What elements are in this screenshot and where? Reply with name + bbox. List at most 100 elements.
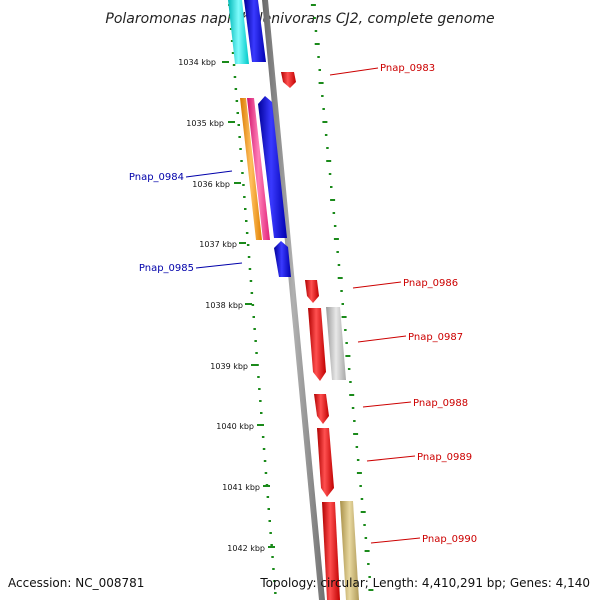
gc-dot — [245, 220, 248, 222]
gc-dot — [255, 352, 258, 354]
gc-dot — [318, 69, 321, 71]
gc-dot — [333, 238, 339, 240]
gene-label-pnap-0989[interactable]: Pnap_0989 — [417, 452, 472, 463]
gc-dot — [242, 184, 245, 186]
gc-dot — [313, 17, 316, 19]
gene-label-pnap-0984[interactable]: Pnap_0984 — [129, 172, 184, 183]
kbp-label: 1034 kbp — [178, 58, 216, 67]
gc-dot — [347, 368, 351, 370]
gene-label-pnap-0990[interactable]: Pnap_0990 — [422, 534, 477, 545]
gc-dot — [341, 316, 347, 318]
gc-dot — [345, 355, 351, 357]
gc-dot — [322, 108, 325, 110]
gene-callouts: Pnap_0983 Pnap_0984 Pnap_0985 Pnap_0986 … — [129, 63, 477, 545]
gc-dot — [337, 277, 343, 279]
gene-pnap-0988 — [314, 394, 329, 424]
kbp-label: 1036 kbp — [192, 180, 230, 189]
gc-dot — [268, 520, 271, 522]
gene-label-pnap-0987[interactable]: Pnap_0987 — [408, 332, 463, 343]
gc-dot — [324, 134, 328, 136]
gc-dot — [328, 173, 332, 175]
kbp-ruler: 1034 kbp 1035 kbp 1036 kbp 1037 kbp 1038… — [178, 58, 275, 553]
gene-orange — [240, 98, 262, 240]
gc-dot — [344, 329, 347, 331]
gc-dot — [364, 537, 368, 539]
gc-dot — [314, 43, 320, 45]
genome-backbone — [262, 0, 325, 600]
gene-label-pnap-0985[interactable]: Pnap_0985 — [139, 263, 194, 274]
kbp-label: 1042 kbp — [227, 544, 265, 553]
gc-dot — [262, 448, 266, 450]
gc-dot — [332, 212, 336, 214]
gene-blue-top — [244, 0, 266, 62]
gc-dot — [326, 147, 329, 149]
gc-dot — [337, 264, 341, 266]
kbp-label: 1038 kbp — [205, 301, 243, 310]
kbp-label: 1039 kbp — [210, 362, 248, 371]
gc-dot — [267, 508, 270, 510]
gc-dotted-track-left — [228, 4, 277, 594]
gene-label-pnap-0983[interactable]: Pnap_0983 — [380, 63, 435, 74]
gc-dot — [248, 268, 252, 270]
gc-dot — [349, 381, 352, 383]
gc-dot — [239, 148, 242, 150]
gc-dot — [269, 532, 272, 534]
gc-dot — [363, 524, 366, 526]
gene-pnap-0989 — [317, 428, 334, 497]
gc-dot — [233, 76, 237, 78]
gc-dot — [264, 472, 268, 474]
gene-pnap-0987 — [308, 308, 326, 381]
gc-dot — [245, 232, 249, 234]
gene-cyan — [228, 0, 249, 64]
reverse-strand-genes — [228, 0, 291, 277]
gc-dot — [360, 498, 364, 500]
genome-summary: Topology: circular; Length: 4,410,291 bp… — [259, 576, 590, 590]
gc-dot — [318, 82, 324, 84]
gc-dot — [258, 388, 261, 390]
gc-dot — [271, 556, 274, 558]
gene-pnap-0987-partner — [326, 307, 346, 380]
gc-dot — [356, 459, 360, 461]
gc-dot — [247, 256, 251, 258]
gc-dot — [330, 186, 333, 188]
gc-dot — [259, 400, 262, 402]
gc-dot — [330, 199, 336, 201]
gc-dot — [353, 433, 359, 435]
gc-dot — [273, 580, 276, 582]
gc-dot — [314, 30, 318, 32]
gc-dot — [368, 589, 374, 591]
gc-dot — [234, 88, 238, 90]
kbp-label: 1035 kbp — [186, 119, 224, 128]
gc-dot — [260, 412, 263, 414]
gene-label-pnap-0988[interactable]: Pnap_0988 — [413, 398, 468, 409]
gc-dot — [266, 496, 270, 498]
gc-dot — [229, 28, 233, 30]
gc-dot — [321, 95, 324, 97]
gc-dot — [235, 100, 239, 102]
gene-pnap-0986 — [305, 280, 319, 303]
gc-dot — [231, 52, 235, 54]
gc-dot — [310, 4, 316, 6]
gc-dot — [351, 407, 355, 409]
kbp-label: 1041 kbp — [222, 483, 260, 492]
gc-dot — [356, 472, 362, 474]
gc-dot — [241, 172, 244, 174]
accession-label: Accession: NC_008781 — [8, 576, 144, 590]
gene-label-pnap-0986[interactable]: Pnap_0986 — [403, 278, 458, 289]
gc-dotted-track-right — [310, 4, 374, 591]
gc-dot — [341, 303, 344, 305]
genome-title: Polaromonas naphthalenivorans CJ2, compl… — [105, 11, 494, 27]
gc-dot — [367, 563, 370, 565]
gene-pnap-0983 — [281, 72, 296, 88]
gc-dot — [252, 316, 255, 318]
gc-dot — [257, 376, 260, 378]
gc-dot — [246, 244, 250, 246]
gc-dot — [238, 136, 241, 138]
gc-dot — [244, 208, 247, 210]
gc-dot — [360, 511, 366, 513]
gc-dot — [349, 394, 355, 396]
gc-dot — [326, 160, 332, 162]
gc-dot — [236, 112, 239, 114]
kbp-label: 1037 kbp — [199, 240, 237, 249]
